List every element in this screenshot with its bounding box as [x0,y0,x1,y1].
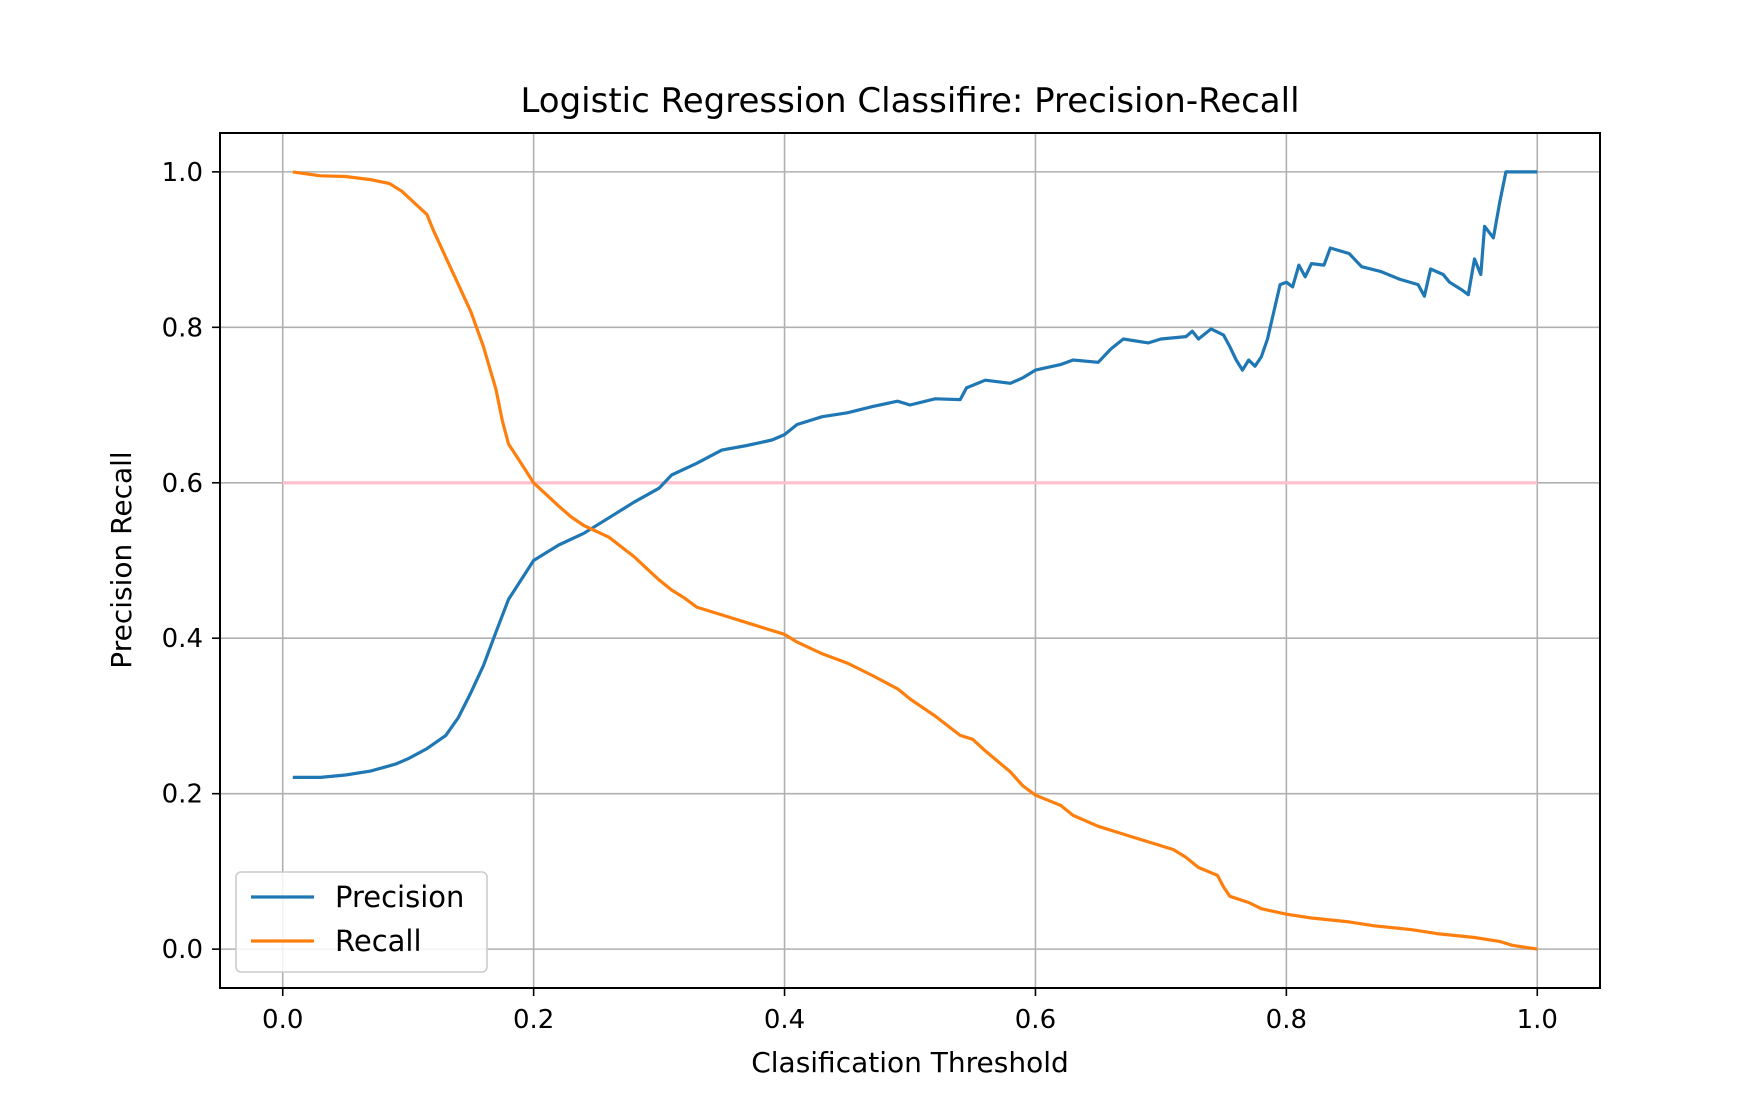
x-tick-label: 1.0 [1517,1005,1558,1035]
x-tick-label: 0.6 [1015,1005,1056,1035]
y-axis-ticks: 0.0 0.2 0.4 0.6 0.8 1.0 [162,158,220,965]
chart-title: Logistic Regression Classifire: Precisio… [520,81,1299,121]
legend-label-precision: Precision [335,880,464,914]
y-tick-label: 0.6 [162,469,203,499]
x-tick-label: 0.8 [1266,1005,1307,1035]
y-tick-label: 1.0 [162,158,203,188]
legend-label-recall: Recall [335,924,422,958]
x-tick-label: 0.2 [513,1005,554,1035]
x-axis-label: Clasification Threshold [751,1046,1069,1079]
x-axis-ticks: 0.0 0.2 0.4 0.6 0.8 1.0 [262,988,1558,1035]
axes-frame [219,132,1601,989]
y-axis-label: Precision Recall [105,451,138,668]
y-tick-label: 0.0 [162,935,203,965]
series-lines [282,170,1538,951]
y-tick-label: 0.8 [162,313,203,343]
y-tick-label: 0.4 [162,624,203,654]
precision-line [292,170,1538,779]
y-tick-label: 0.2 [162,780,203,810]
recall-line [292,170,1538,951]
x-tick-label: 0.4 [764,1005,805,1035]
x-tick-label: 0.0 [262,1005,303,1035]
legend: Precision Recall [235,871,488,973]
